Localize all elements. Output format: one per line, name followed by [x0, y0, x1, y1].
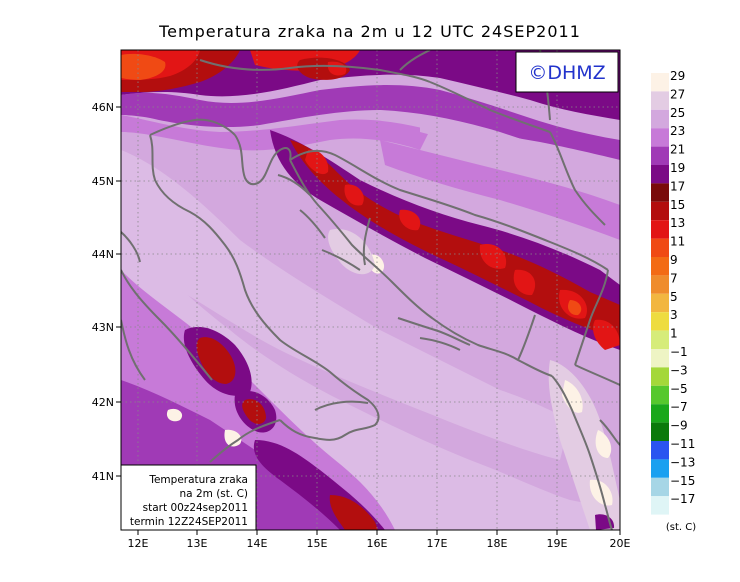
colorbar-swatch: [651, 201, 669, 221]
inset-line-4: termin 12Z24SEP2011: [130, 516, 248, 528]
brand-label: ©DHMZ: [528, 62, 605, 84]
colorbar: 29 27 25 23 21 19 17 15 13 11 9 7 5 3 1 −1 −3 −5 −7 −9 −11 −1…: [651, 69, 695, 515]
colorbar-swatch: [651, 128, 669, 147]
colorbar-tick-label: 17: [670, 179, 685, 193]
colorbar-swatch: [651, 238, 669, 257]
colorbar-tick-label: 13: [670, 216, 685, 230]
inset-line-1: Temperatura zraka: [148, 474, 248, 486]
colorbar-tick-label: −5: [670, 382, 688, 396]
inset-box: Temperatura zraka na 2m (st. C) start 00…: [120, 464, 257, 531]
lat-label: 41N: [92, 470, 114, 483]
longitude-labels: 12E 13E 14E 15E 16E 17E 18E 19E 20E: [128, 530, 631, 550]
coastlines-borders: [121, 50, 620, 530]
lon-label: 17E: [427, 537, 448, 550]
lon-label: 13E: [187, 537, 208, 550]
colorbar-swatch: [651, 183, 669, 202]
lat-label: 45N: [92, 175, 114, 188]
colorbar-tick-label: 29: [670, 69, 685, 83]
colorbar-tick-label: 15: [670, 198, 685, 212]
colorbar-tick-label: −17: [670, 492, 695, 506]
lat-label: 44N: [92, 248, 114, 261]
colorbar-swatch: [651, 367, 669, 386]
colorbar-unit: (st. C): [666, 522, 696, 533]
lon-label: 19E: [547, 537, 568, 550]
colorbar-tick-label: 27: [670, 87, 685, 101]
colorbar-swatch: [651, 459, 669, 478]
colorbar-tick-label: −3: [670, 363, 688, 377]
colorbar-tick-label: 5: [670, 290, 678, 304]
inset-line-2: na 2m (st. C): [180, 488, 248, 500]
colorbar-swatch: [651, 349, 669, 368]
colorbar-swatch: [651, 109, 669, 129]
colorbar-tick-label: −11: [670, 437, 695, 451]
lon-label: 15E: [307, 537, 328, 550]
colorbar-swatch: [651, 441, 669, 460]
colorbar-swatch: [651, 257, 669, 276]
colorbar-swatch: [651, 477, 669, 497]
colorbar-tick-label: 25: [670, 106, 685, 120]
lon-label: 14E: [247, 537, 268, 550]
colorbar-swatch: [651, 275, 669, 294]
colorbar-swatch: [651, 165, 669, 184]
lon-label: 18E: [487, 537, 508, 550]
colorbar-tick-label: 3: [670, 308, 678, 322]
map-title: Temperatura zraka na 2m u 12 UTC 24SEP20…: [159, 22, 581, 41]
colorbar-swatch: [651, 330, 669, 349]
inset-line-3: start 00z24sep2011: [143, 502, 248, 514]
colorbar-tick-label: 7: [670, 271, 678, 285]
lon-label: 16E: [367, 537, 388, 550]
colorbar-tick-label: −7: [670, 400, 688, 414]
latitude-labels: 46N 45N 44N 43N 42N 41N: [92, 101, 121, 483]
colorbar-swatch: [651, 73, 669, 92]
colorbar-swatch: [651, 404, 669, 423]
colorbar-swatch: [651, 293, 669, 313]
colorbar-tick-label: 11: [670, 235, 685, 249]
colorbar-tick-label: 1: [670, 327, 678, 341]
colorbar-tick-label: −9: [670, 419, 688, 433]
colorbar-swatch: [651, 385, 669, 405]
lat-label: 43N: [92, 321, 114, 334]
colorbar-swatch: [651, 496, 669, 515]
colorbar-tick-label: 23: [670, 124, 685, 138]
colorbar-tick-label: 21: [670, 143, 685, 157]
colorbar-tick-label: 19: [670, 161, 685, 175]
colorbar-tick-label: 9: [670, 253, 678, 267]
colorbar-tick-label: −1: [670, 345, 688, 359]
colorbar-swatch: [651, 146, 669, 165]
lat-label: 46N: [92, 101, 114, 114]
colorbar-swatch: [651, 220, 669, 239]
plot-frame: [120, 49, 621, 531]
colorbar-swatch: [651, 91, 669, 110]
lon-label: 20E: [610, 537, 631, 550]
brand-box: ©DHMZ: [515, 51, 619, 93]
lon-label: 12E: [128, 537, 149, 550]
colorbar-tick-label: −15: [670, 474, 695, 488]
colorbar-swatch: [651, 422, 669, 441]
colorbar-swatch: [651, 312, 669, 331]
colorbar-tick-label: −13: [670, 455, 695, 469]
lat-label: 42N: [92, 396, 114, 409]
graticule: [121, 50, 620, 530]
